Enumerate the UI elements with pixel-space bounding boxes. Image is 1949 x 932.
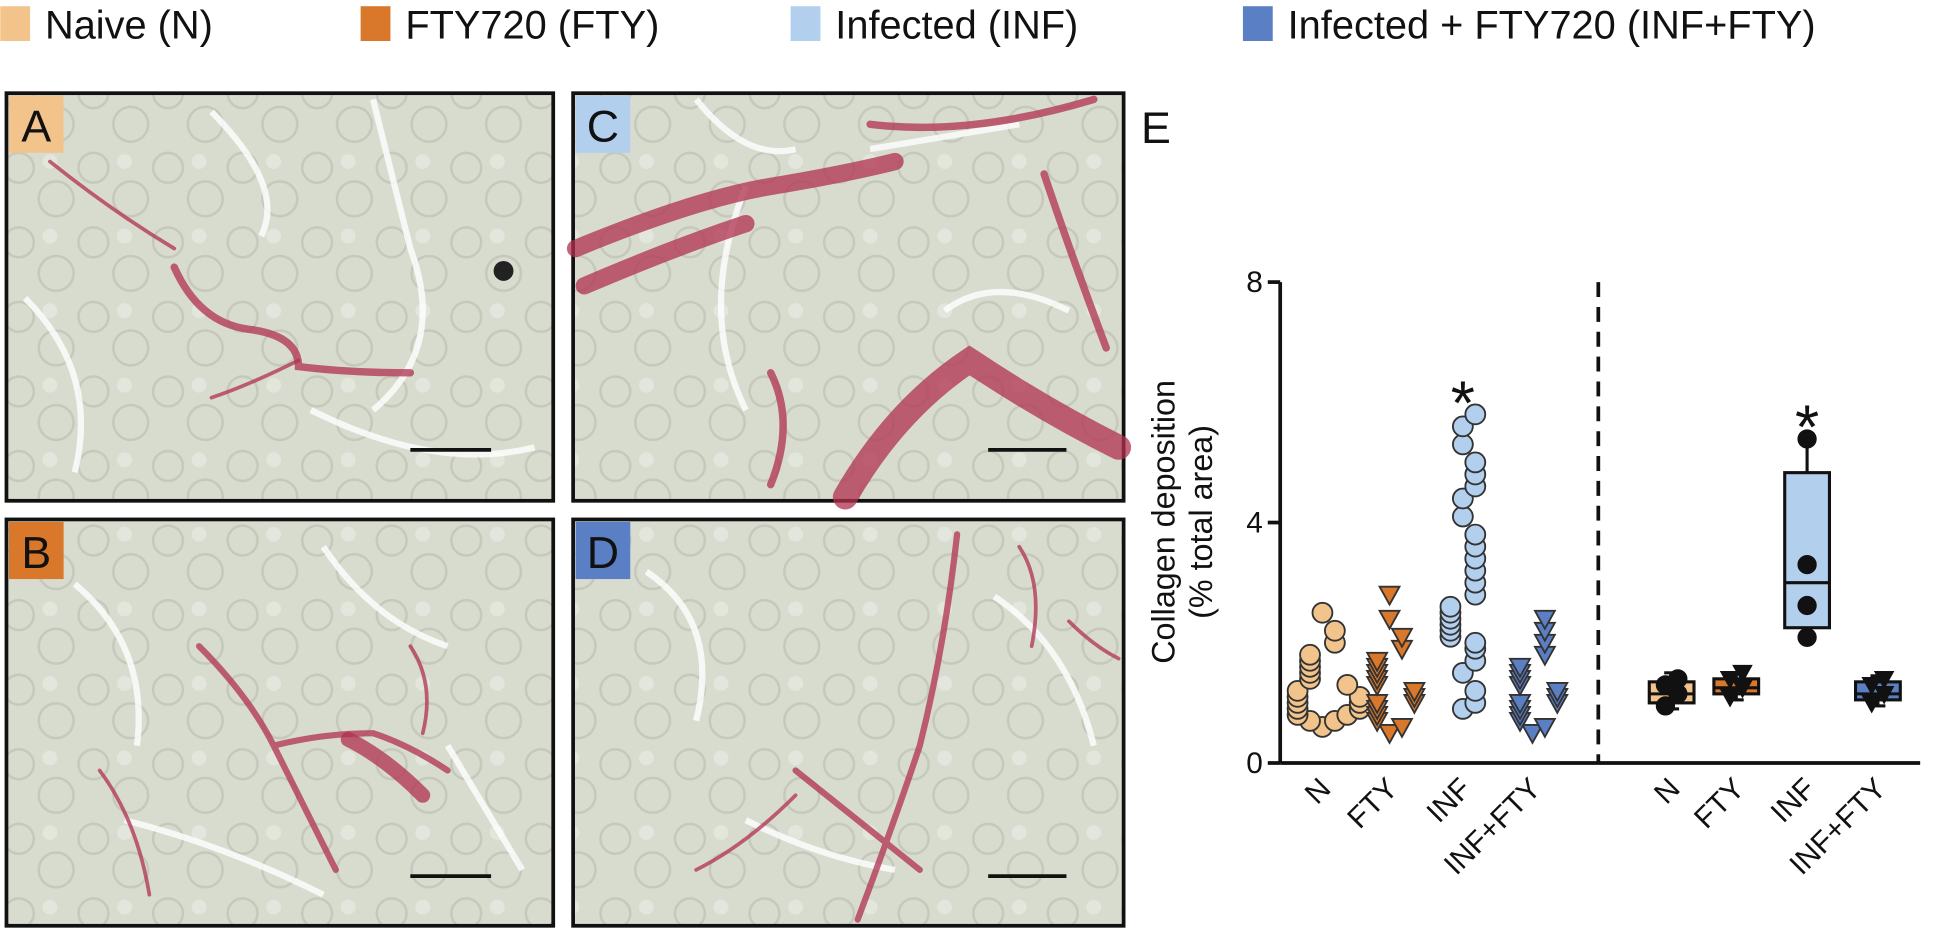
data-point bbox=[1861, 694, 1882, 714]
significance-marker: * bbox=[1451, 369, 1475, 438]
data-point bbox=[1299, 643, 1321, 666]
panel-label-box bbox=[8, 95, 64, 153]
data-point bbox=[1797, 627, 1817, 647]
data-point bbox=[1311, 601, 1334, 624]
data-point bbox=[1464, 403, 1487, 426]
data-point bbox=[1797, 429, 1817, 449]
legend-swatch bbox=[1242, 6, 1273, 42]
legend-label: Naive (N) bbox=[45, 4, 213, 48]
panel-label-box bbox=[575, 521, 631, 580]
data-point bbox=[1545, 681, 1569, 703]
panel-label: C bbox=[587, 103, 619, 152]
y-tick-label: 4 bbox=[1246, 506, 1263, 539]
panel-label: D bbox=[587, 529, 619, 578]
data-point bbox=[1797, 554, 1817, 575]
data-point bbox=[1719, 688, 1741, 708]
data-point bbox=[1402, 681, 1426, 703]
legend-swatch bbox=[360, 6, 391, 42]
data-point bbox=[1378, 609, 1402, 631]
data-point bbox=[1390, 627, 1414, 649]
data-point bbox=[1861, 676, 1882, 696]
micrograph-b bbox=[4, 517, 556, 928]
legend-label: Infected (INF) bbox=[835, 4, 1078, 48]
panel-label-box bbox=[8, 521, 64, 580]
x-tick-label: FTY bbox=[1341, 772, 1404, 835]
data-point bbox=[1390, 718, 1414, 739]
y-axis-label: (% total area) bbox=[1183, 425, 1219, 619]
data-point bbox=[1655, 696, 1676, 716]
legend-swatch bbox=[0, 6, 31, 42]
data-point bbox=[1324, 619, 1346, 642]
y-tick-label: 8 bbox=[1246, 266, 1263, 299]
micrograph-d bbox=[571, 517, 1126, 928]
data-point bbox=[1451, 505, 1474, 528]
panel-label-box bbox=[575, 95, 631, 153]
data-point bbox=[1732, 664, 1753, 684]
data-point bbox=[1508, 657, 1532, 679]
data-point bbox=[1464, 523, 1487, 546]
y-tick-label: 0 bbox=[1246, 747, 1263, 780]
data-point bbox=[1873, 670, 1895, 690]
data-point bbox=[1378, 724, 1402, 745]
y-axis-label: Collagen deposition bbox=[1146, 380, 1182, 664]
x-tick-label: N bbox=[1648, 772, 1687, 811]
x-tick-label: FTY bbox=[1688, 772, 1751, 835]
x-tick-label: N bbox=[1299, 772, 1338, 811]
panel-label: E bbox=[1141, 104, 1171, 153]
data-point bbox=[1464, 679, 1487, 702]
micrograph-a bbox=[4, 91, 556, 503]
data-point bbox=[1365, 651, 1389, 673]
panel-label: B bbox=[21, 529, 51, 578]
panel-label: A bbox=[21, 103, 51, 152]
data-point bbox=[1797, 595, 1817, 616]
data-point bbox=[1439, 595, 1462, 618]
data-point bbox=[1520, 724, 1544, 745]
legend-label: Infected + FTY720 (INF+FTY) bbox=[1288, 4, 1816, 48]
x-tick-label: INF bbox=[1765, 772, 1822, 829]
data-point bbox=[1378, 585, 1402, 607]
data-point bbox=[1464, 451, 1487, 474]
data-point bbox=[1668, 669, 1688, 689]
micrograph-c bbox=[566, 91, 1132, 510]
data-point bbox=[1719, 670, 1741, 690]
legend-swatch bbox=[790, 6, 821, 42]
x-tick-label: INF bbox=[1420, 772, 1477, 829]
data-point bbox=[1533, 718, 1557, 739]
data-point bbox=[1464, 631, 1487, 654]
significance-marker: * bbox=[1795, 393, 1819, 462]
data-point bbox=[1336, 673, 1359, 696]
legend-label: FTY720 (FTY) bbox=[405, 4, 659, 48]
data-point bbox=[1533, 609, 1557, 631]
